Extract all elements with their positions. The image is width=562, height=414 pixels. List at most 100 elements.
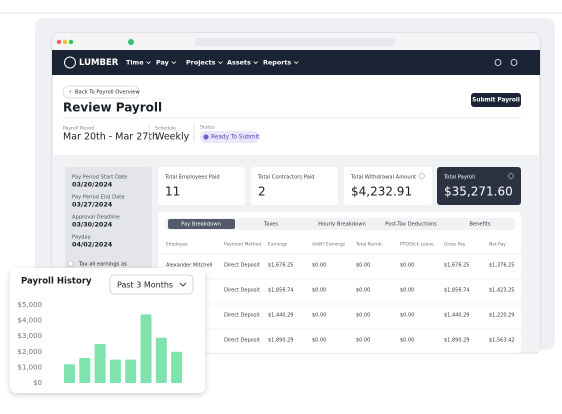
payroll-table: Employee Payment Method Earnings Addt'l Ear… [158, 242, 521, 344]
column-header: Employee [166, 242, 188, 248]
stat-value: 11 [165, 185, 180, 199]
cell: $1,676.25 [444, 263, 469, 269]
table-panel [158, 212, 521, 353]
nav-item[interactable]: Projects [186, 59, 216, 67]
cell: Direct Deposit [224, 338, 260, 344]
cell: $0.00 [356, 263, 370, 269]
tab[interactable]: Benefits [469, 222, 491, 228]
page-title: Review Payroll [63, 101, 162, 115]
date-value: 03/27/2024 [72, 201, 113, 209]
date-value: 03/20/2024 [72, 181, 113, 189]
tab-icon [128, 39, 134, 45]
nav-bar [52, 50, 540, 75]
column-header: Total Reimb. [355, 242, 383, 248]
cell: $1,890.29 [268, 338, 293, 344]
checkbox[interactable] [67, 260, 74, 267]
cell: $1,856.74 [444, 288, 469, 294]
status-dot [203, 134, 209, 140]
nav-item[interactable]: Time [126, 59, 144, 67]
chart: $0 $1,000 $2,000 $3,000 $4,000 $5,000 [18, 301, 183, 387]
settings-icon[interactable] [494, 59, 502, 66]
cell: $0.00 [356, 313, 370, 319]
tab[interactable]: Post-Tax Deductions [385, 222, 437, 228]
submit-label: Submit Payroll [472, 98, 520, 104]
nav-chevron [146, 61, 151, 65]
bar [109, 359, 121, 383]
cell: $0.00 [356, 338, 370, 344]
cell: $0.00 [400, 263, 414, 269]
range-dropdown[interactable] [109, 274, 194, 295]
bar [155, 337, 167, 383]
back-arrow: ‹ [69, 89, 71, 96]
y-tick-label: $2,000 [18, 348, 43, 356]
cell: $0.00 [400, 313, 414, 319]
nav-chevron [171, 61, 177, 65]
nav-chevron [253, 61, 259, 65]
cell: $1,440.29 [444, 313, 469, 319]
stat-card [158, 167, 245, 205]
cell: $1,376.25 [489, 263, 514, 269]
nav-chevron [218, 61, 223, 65]
bar [79, 358, 91, 383]
nav-menu: Time Pay Projects Assets Reports [126, 59, 299, 67]
info-value: Mar 20th - Mar 27th [63, 132, 158, 143]
window-close[interactable] [56, 39, 62, 45]
cell: $1,423.25 [489, 288, 514, 294]
cell: $1,890.29 [444, 338, 469, 344]
dropdown-chevron [179, 282, 187, 287]
cell: $0.00 [312, 338, 326, 344]
stats: Total Employees Paid 11 Total Contractors … [158, 167, 521, 205]
notifications-icon[interactable] [510, 59, 518, 66]
chart-title: Payroll History [21, 277, 92, 287]
cell: $0.00 [312, 288, 326, 294]
y-tick-label: $1,000 [18, 363, 43, 371]
info-icon[interactable] [508, 173, 514, 179]
back-button[interactable] [62, 85, 140, 99]
logo[interactable]: LUMBER [79, 58, 119, 68]
cell: $1,856.74 [268, 288, 293, 294]
column-header: Earnings [268, 242, 288, 248]
cell: $0.00 [400, 338, 414, 344]
cell: $0.00 [400, 288, 414, 294]
nav-item[interactable]: Pay [156, 59, 170, 67]
info-label: Schedule [155, 126, 176, 132]
range-label: Past 3 Months [117, 281, 173, 290]
stat-card [344, 167, 432, 205]
cell: Direct Deposit [224, 313, 260, 319]
y-tick-label: $5,000 [18, 301, 43, 309]
submit-button[interactable] [471, 93, 521, 107]
stat-label: Total Employees Paid [164, 175, 220, 181]
nav-chevron [293, 61, 299, 65]
tab[interactable]: Pay Breakdown [181, 222, 221, 228]
date-value: 04/02/2024 [72, 241, 113, 249]
column-header: Net Pay [489, 242, 506, 248]
tab-bar [165, 218, 515, 230]
bar [140, 314, 152, 383]
nav-item[interactable]: Reports [263, 59, 291, 67]
date-label: Payday [72, 235, 91, 241]
window-zoom[interactable] [68, 39, 74, 45]
window-minimize[interactable] [62, 39, 68, 45]
cell: $0.00 [312, 313, 326, 319]
stat-value: $4,232.91 [351, 185, 412, 199]
column-header: Gross Pay [444, 242, 466, 248]
date-label: Pay Period End Date [72, 195, 125, 201]
tab[interactable]: Taxes [263, 222, 279, 228]
tab[interactable]: Hourly Breakdown [318, 222, 366, 228]
bar [171, 351, 183, 383]
cell: $0.00 [356, 288, 370, 294]
info-icon[interactable] [419, 173, 425, 179]
date-label: Pay Period Start Date [72, 175, 127, 181]
y-tick-label: $4,000 [18, 317, 43, 325]
date-value: 03/30/2024 [72, 221, 113, 229]
address-bar[interactable] [195, 38, 395, 46]
column-header: Addt'l Earnings [312, 242, 346, 248]
nav-item[interactable]: Assets [227, 59, 251, 67]
stat-label: Total Payroll [443, 175, 475, 181]
cell: $0.00 [312, 263, 326, 269]
bar [64, 364, 75, 383]
info-label: Payroll Period [63, 126, 94, 132]
tax-option: Tax all earnings as [78, 262, 127, 268]
column-header: PTO/Sick Leave [400, 242, 434, 248]
